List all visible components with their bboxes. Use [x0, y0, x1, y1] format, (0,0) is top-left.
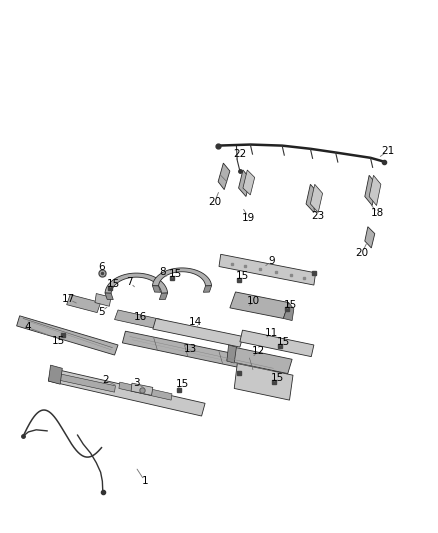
Text: 21: 21: [381, 146, 395, 156]
Polygon shape: [219, 254, 316, 285]
Polygon shape: [227, 345, 237, 363]
Text: 20: 20: [208, 197, 221, 207]
Text: 15: 15: [284, 300, 297, 310]
Text: 22: 22: [233, 149, 247, 159]
Polygon shape: [283, 303, 294, 320]
Text: 8: 8: [159, 267, 166, 277]
Text: 16: 16: [134, 312, 147, 322]
Polygon shape: [152, 286, 161, 292]
Text: 17: 17: [62, 294, 75, 304]
Polygon shape: [67, 295, 101, 313]
Text: 18: 18: [371, 208, 385, 219]
Text: 2: 2: [102, 375, 109, 385]
Text: 5: 5: [98, 306, 105, 317]
Text: 3: 3: [133, 378, 140, 388]
Polygon shape: [227, 346, 292, 374]
Polygon shape: [131, 383, 153, 395]
Text: 1: 1: [142, 477, 148, 486]
Text: 9: 9: [268, 256, 275, 266]
Polygon shape: [218, 163, 230, 190]
Polygon shape: [243, 170, 254, 195]
Text: 14: 14: [188, 317, 201, 327]
Text: 20: 20: [355, 248, 368, 259]
Polygon shape: [240, 330, 314, 357]
Polygon shape: [122, 331, 279, 375]
Text: 13: 13: [184, 344, 198, 354]
Text: 10: 10: [247, 296, 260, 306]
Polygon shape: [105, 273, 168, 293]
Text: 19: 19: [242, 213, 255, 223]
Polygon shape: [95, 294, 111, 306]
Polygon shape: [152, 268, 212, 286]
Polygon shape: [48, 368, 205, 416]
Text: 6: 6: [98, 262, 105, 271]
Text: 15: 15: [277, 337, 290, 347]
Polygon shape: [365, 175, 377, 206]
Text: 15: 15: [271, 373, 284, 383]
Polygon shape: [58, 374, 116, 392]
Text: 23: 23: [311, 211, 325, 221]
Polygon shape: [239, 170, 251, 197]
Text: 7: 7: [127, 277, 133, 287]
Polygon shape: [105, 293, 113, 300]
Polygon shape: [48, 365, 62, 384]
Polygon shape: [234, 364, 293, 400]
Polygon shape: [159, 293, 168, 300]
Polygon shape: [17, 316, 118, 355]
Polygon shape: [119, 382, 172, 400]
Polygon shape: [369, 175, 381, 206]
Polygon shape: [203, 286, 212, 292]
Text: 11: 11: [265, 328, 278, 338]
Text: 15: 15: [107, 279, 120, 289]
Text: 12: 12: [251, 346, 265, 357]
Text: 15: 15: [175, 379, 189, 389]
Text: 15: 15: [51, 336, 64, 346]
Polygon shape: [311, 184, 322, 213]
Polygon shape: [365, 227, 375, 248]
Text: 15: 15: [169, 270, 182, 279]
Polygon shape: [306, 184, 318, 213]
Polygon shape: [230, 292, 289, 318]
Text: 4: 4: [24, 322, 31, 333]
Polygon shape: [153, 318, 243, 347]
Polygon shape: [115, 310, 162, 329]
Text: 15: 15: [237, 271, 250, 281]
